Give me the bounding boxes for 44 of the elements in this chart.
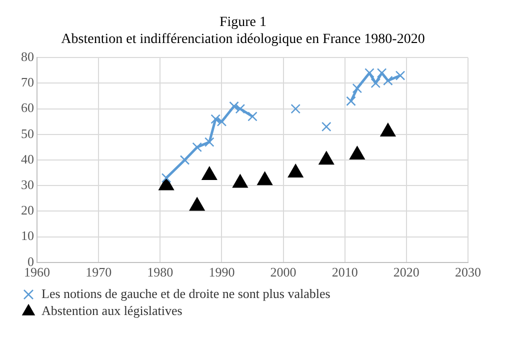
point bbox=[350, 146, 365, 160]
y-tick-label: 60 bbox=[21, 100, 34, 116]
y-tick-label: 10 bbox=[21, 228, 34, 244]
x-tick-label: 2000 bbox=[270, 264, 296, 280]
x-tick-label: 1970 bbox=[86, 264, 112, 280]
point bbox=[318, 151, 334, 165]
chart-subtitle: Abstention et indifférenciation idéologique en France 1980-2020 bbox=[61, 32, 425, 47]
point bbox=[202, 166, 217, 180]
point bbox=[216, 116, 227, 126]
y-tick-label: 70 bbox=[21, 74, 34, 90]
legend-label: Abstention aux législatives bbox=[42, 302, 182, 318]
y-tick-label: 80 bbox=[21, 49, 34, 64]
x-tick-label: 2030 bbox=[455, 264, 481, 280]
point bbox=[204, 137, 214, 147]
point bbox=[370, 78, 381, 88]
y-tick-label: 40 bbox=[21, 151, 34, 166]
point bbox=[232, 174, 248, 188]
point bbox=[383, 76, 393, 86]
chart-title: Figure 1 bbox=[219, 15, 267, 30]
point bbox=[210, 114, 220, 124]
point bbox=[192, 142, 202, 152]
y-tick-label: 30 bbox=[21, 177, 34, 192]
legend-label: Les notions de gauche et de droite ne sont plus valables bbox=[42, 286, 330, 301]
point bbox=[288, 164, 304, 178]
point bbox=[346, 96, 356, 106]
x-tick-label: 1980 bbox=[147, 264, 174, 280]
x-tick-label: 2020 bbox=[393, 264, 420, 280]
point bbox=[376, 68, 387, 78]
point bbox=[190, 197, 205, 211]
point bbox=[364, 68, 374, 78]
point bbox=[229, 101, 239, 112]
point bbox=[257, 172, 272, 186]
y-tick-label: 20 bbox=[21, 202, 34, 218]
point bbox=[352, 83, 362, 94]
point bbox=[290, 104, 300, 114]
x-tick-label: 2010 bbox=[332, 264, 358, 280]
y-tick-label: 50 bbox=[21, 126, 34, 141]
point bbox=[235, 104, 246, 114]
point bbox=[248, 112, 258, 122]
point bbox=[321, 122, 332, 132]
point bbox=[380, 123, 396, 136]
point bbox=[395, 70, 406, 80]
point bbox=[158, 176, 174, 190]
x-tick-label: 1990 bbox=[208, 264, 235, 280]
